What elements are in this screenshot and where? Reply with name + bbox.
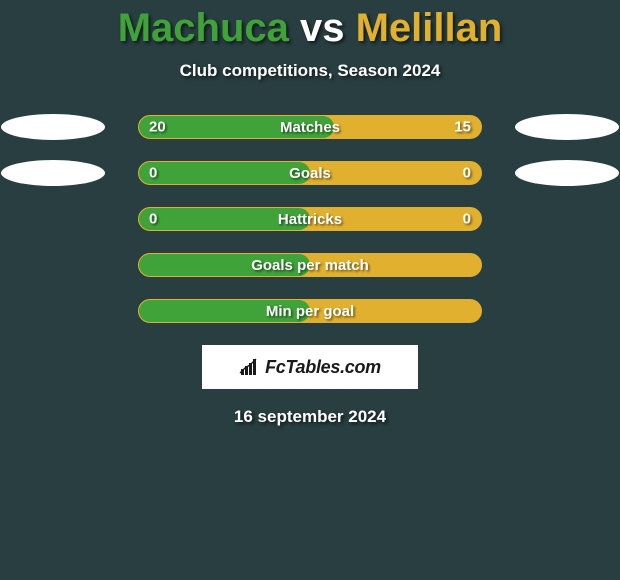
stat-label: Goals per match — [251, 257, 369, 274]
stat-rows: 20 Matches 15 0 Goals 0 0 Hattricks 0 Goals per m… — [0, 115, 620, 323]
left-pill-slot — [0, 114, 112, 140]
stat-bar-fill-p1 — [139, 162, 310, 184]
logo-box: FcTables.com — [202, 345, 418, 389]
logo-text: FcTables.com — [265, 357, 381, 378]
stat-value-p2: 0 — [463, 211, 471, 228]
stat-bar: Min per goal — [138, 299, 482, 323]
vs-separator: vs — [289, 6, 356, 50]
left-pill-slot — [0, 160, 112, 186]
stat-row: 20 Matches 15 — [0, 115, 620, 139]
stat-value-p2: 0 — [463, 165, 471, 182]
stat-bar: 0 Hattricks 0 — [138, 207, 482, 231]
stat-value-p2: 15 — [454, 119, 471, 136]
player1-name: Machuca — [118, 6, 289, 50]
date-text: 16 september 2024 — [0, 407, 620, 427]
player2-pill — [515, 160, 619, 186]
stat-row: 0 Goals 0 — [0, 161, 620, 185]
stat-label: Min per goal — [266, 303, 354, 320]
subtitle: Club competitions, Season 2024 — [0, 61, 620, 81]
player2-name: Melillan — [356, 6, 503, 50]
player2-pill — [515, 114, 619, 140]
stat-bar: 20 Matches 15 — [138, 115, 482, 139]
stat-bar: Goals per match — [138, 253, 482, 277]
stat-label: Hattricks — [278, 211, 342, 228]
stat-bar: 0 Goals 0 — [138, 161, 482, 185]
stat-row: Min per goal — [0, 299, 620, 323]
player1-pill — [1, 114, 105, 140]
barchart-icon — [239, 357, 261, 377]
right-pill-slot — [508, 160, 620, 186]
right-pill-slot — [508, 114, 620, 140]
stat-label: Matches — [280, 119, 340, 136]
stat-row: 0 Hattricks 0 — [0, 207, 620, 231]
stat-row: Goals per match — [0, 253, 620, 277]
stat-value-p1: 0 — [149, 165, 157, 182]
player1-pill — [1, 160, 105, 186]
page-title: Machuca vs Melillan — [0, 0, 620, 51]
stat-value-p1: 0 — [149, 211, 157, 228]
stat-label: Goals — [289, 165, 331, 182]
stat-value-p1: 20 — [149, 119, 166, 136]
